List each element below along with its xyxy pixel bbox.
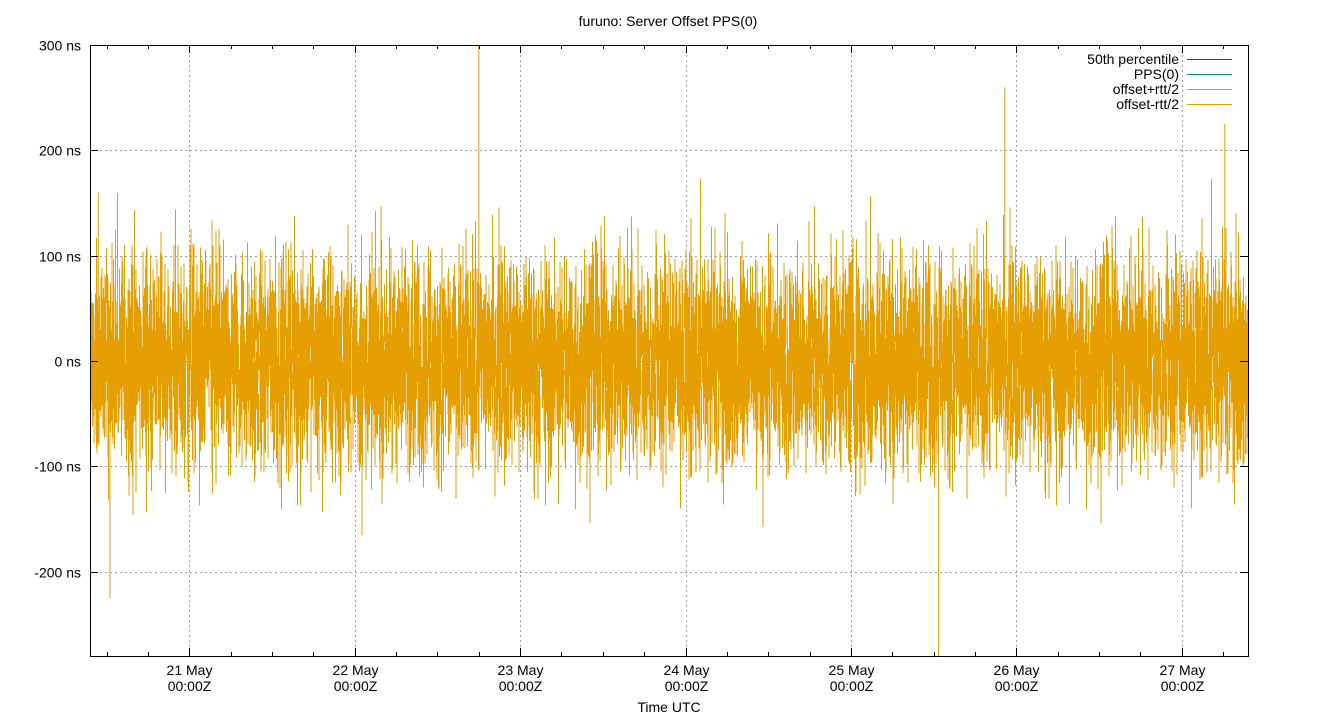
plot-border [90, 45, 1249, 657]
x-tick-label: 26 May [994, 662, 1040, 678]
x-tick-label: 00:00Z [168, 678, 212, 694]
x-tick-label: 00:00Z [665, 678, 709, 694]
x-tick-label: 21 May [167, 662, 213, 678]
x-tick-label: 24 May [664, 662, 710, 678]
x-tick-label: 23 May [498, 662, 544, 678]
x-tick-label: 00:00Z [499, 678, 543, 694]
legend-label: offset+rtt/2 [1113, 81, 1179, 97]
x-tick-label: 00:00Z [334, 678, 378, 694]
x-tick-label: 00:00Z [995, 678, 1039, 694]
y-tick-label: 300 ns [39, 38, 81, 54]
y-tick-label: -100 ns [34, 459, 81, 475]
x-axis-label: Time UTC [637, 699, 700, 715]
y-tick-label: 200 ns [39, 143, 81, 159]
y-tick-label: 100 ns [39, 249, 81, 265]
chart-title: furuno: Server Offset PPS(0) [579, 13, 758, 29]
legend-label: offset-rtt/2 [1116, 96, 1179, 112]
x-tick-label: 22 May [333, 662, 379, 678]
legend-label: 50th percentile [1087, 51, 1179, 67]
legend-label: PPS(0) [1134, 66, 1179, 82]
series-layer [90, 45, 1248, 656]
x-tick-label: 00:00Z [830, 678, 874, 694]
y-tick-labels: 300 ns 200 ns 100 ns 0 ns -100 ns -200 ns [34, 38, 81, 581]
series-offset-rtt-minus [90, 45, 1248, 656]
legend: 50th percentilePPS(0)offset+rtt/2offset-… [1087, 51, 1232, 112]
x-tick-label: 00:00Z [1161, 678, 1205, 694]
y-tick-label: -200 ns [34, 565, 81, 581]
y-tick-label: 0 ns [55, 354, 81, 370]
x-tick-label: 25 May [829, 662, 875, 678]
axis-ticks [90, 45, 1248, 656]
x-tick-label: 27 May [1160, 662, 1206, 678]
